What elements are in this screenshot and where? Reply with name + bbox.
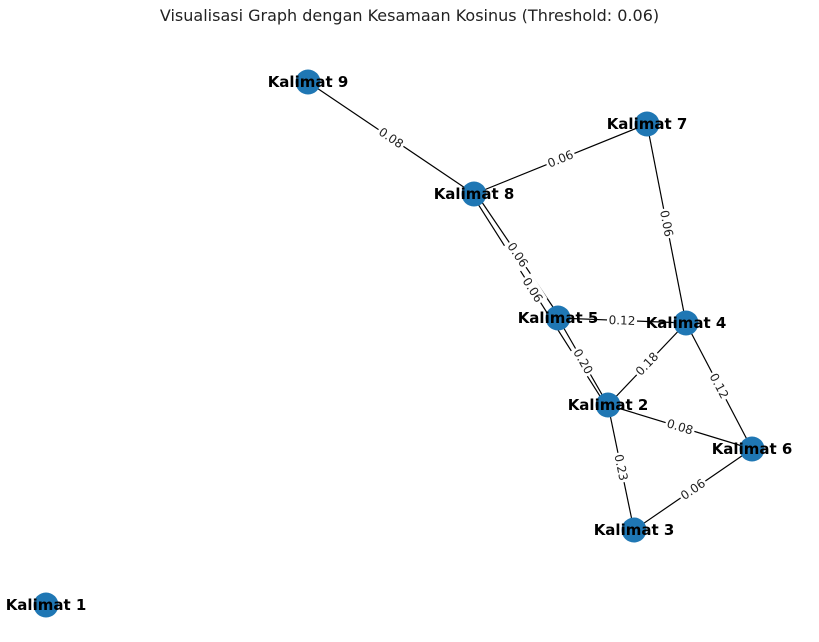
edge-label-background bbox=[568, 344, 598, 379]
node-label-k7: Kalimat 7 bbox=[607, 115, 688, 133]
node-k9 bbox=[295, 69, 321, 95]
edge-label-k8-k7: 0.06 bbox=[543, 145, 578, 173]
node-label-k3: Kalimat 3 bbox=[594, 521, 675, 539]
edge-label-k3-k6: 0.06 bbox=[676, 474, 710, 505]
edges-layer bbox=[307, 81, 753, 531]
edge-label-k5-k4: 0.12 bbox=[606, 311, 638, 330]
edge-weight-label: 0.06 bbox=[657, 209, 676, 238]
node-label-k2: Kalimat 2 bbox=[568, 396, 649, 414]
node-k2 bbox=[595, 392, 621, 418]
edge-label-k9-k8: 0.08 bbox=[374, 122, 408, 154]
node-k7 bbox=[634, 111, 660, 137]
edge-label-k7-k4: 0.06 bbox=[655, 207, 678, 240]
edge-label-background bbox=[502, 237, 533, 272]
edge-weight-label: 0.23 bbox=[611, 453, 630, 482]
edge-label-k8-k5: 0.06 bbox=[502, 237, 533, 272]
node-label-k4: Kalimat 4 bbox=[646, 314, 727, 332]
edge-label-background bbox=[517, 273, 548, 307]
edge-label-background bbox=[374, 122, 408, 154]
node-label-k5: Kalimat 5 bbox=[518, 309, 599, 327]
edge-weight-label: 0.12 bbox=[608, 313, 635, 328]
edge-label-k4-k6: 0.12 bbox=[704, 369, 734, 403]
node-k3 bbox=[621, 517, 647, 543]
node-k6 bbox=[739, 436, 765, 462]
node-k1 bbox=[33, 592, 59, 618]
edge-label-background bbox=[663, 414, 697, 440]
node-label-k6: Kalimat 6 bbox=[712, 440, 793, 458]
node-k5 bbox=[545, 305, 571, 331]
node-label-k1: Kalimat 1 bbox=[6, 596, 87, 614]
edge-label-background bbox=[704, 369, 734, 403]
edge-label-background bbox=[606, 311, 638, 330]
edge-label-k5-k2: 0.20 bbox=[568, 344, 598, 379]
node-label-k9: Kalimat 9 bbox=[268, 73, 349, 91]
edge-label-background bbox=[543, 145, 578, 173]
edge-label-k2-k3: 0.23 bbox=[610, 451, 632, 484]
node-label-k8: Kalimat 8 bbox=[434, 185, 515, 203]
node-labels-layer: Kalimat 1 Kalimat 2 Kalimat 3 Kalimat 4 Kali… bbox=[6, 73, 793, 614]
edge-label-k2-k6: 0.08 bbox=[663, 414, 697, 440]
node-k8 bbox=[461, 181, 487, 207]
node-k4 bbox=[673, 310, 699, 336]
edge-labels-layer: 0.080.060.060.060.060.120.20 0.180.120.08… bbox=[374, 122, 734, 505]
edge-label-background bbox=[630, 347, 664, 381]
edge-label-background bbox=[610, 451, 632, 484]
edge-label-k8-k2: 0.06 bbox=[517, 273, 548, 307]
edge-label-background bbox=[655, 207, 678, 240]
nodes-layer bbox=[33, 69, 765, 618]
graph-title: Visualisasi Graph dengan Kesamaan Kosinu… bbox=[159, 6, 660, 25]
edge-label-background bbox=[676, 474, 710, 505]
